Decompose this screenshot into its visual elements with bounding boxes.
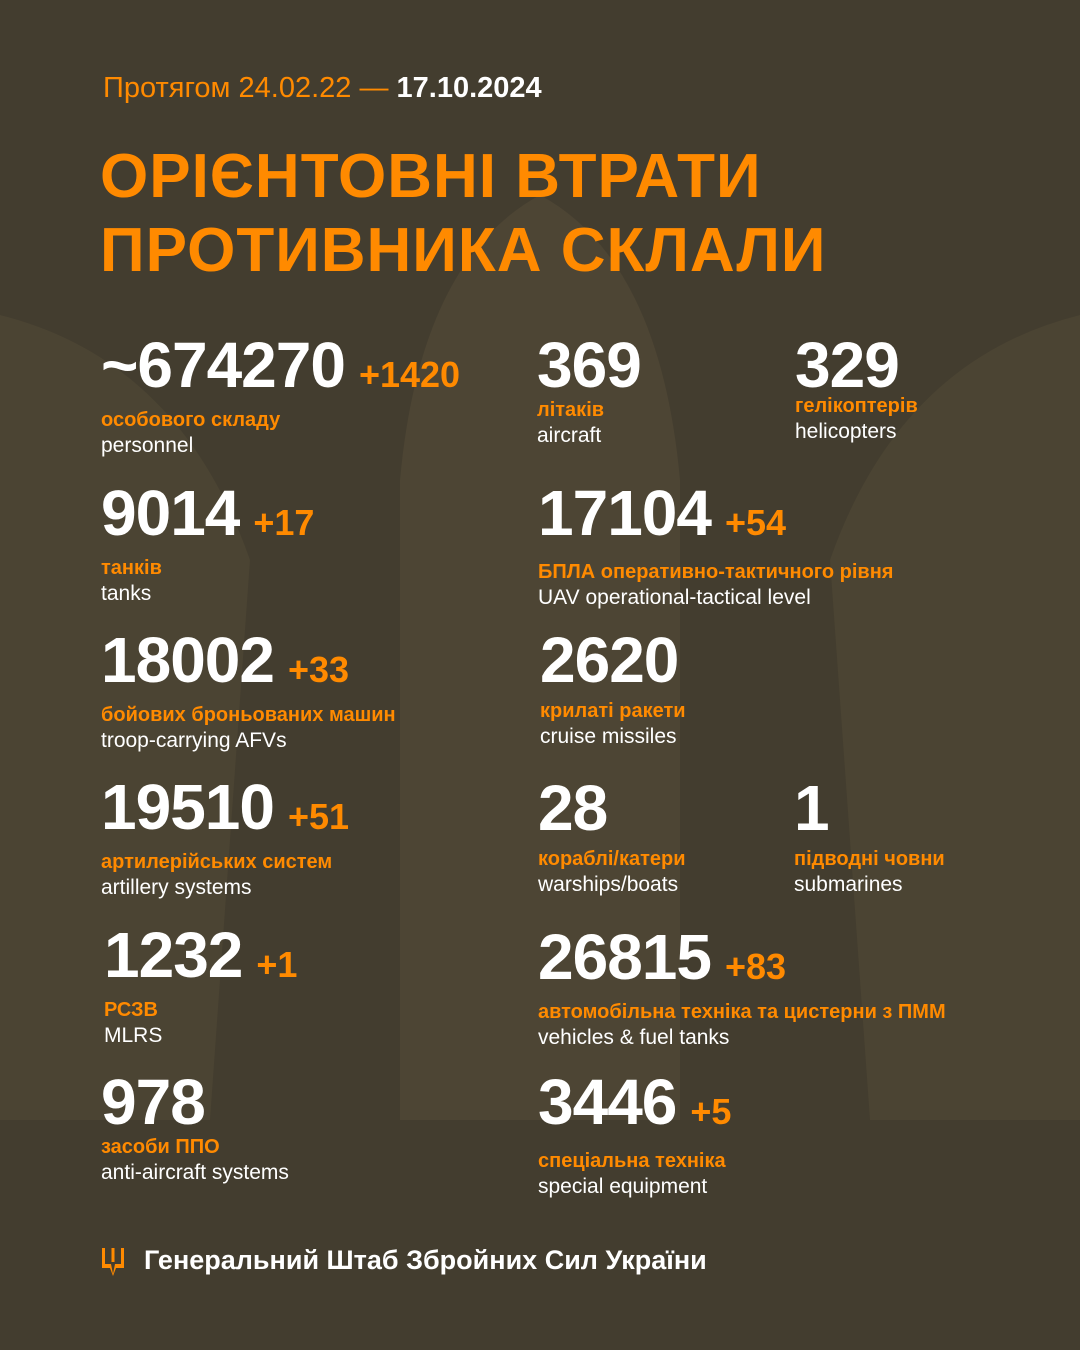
stat-artillery: 19510 +51 артилерійських систем artillery s… [101, 771, 350, 899]
stat-submarines: 1 підводні човни submarines [794, 772, 945, 896]
stat-mlrs: 1232 +1 РСЗВ MLRS [104, 919, 298, 1047]
stat-personnel: ~674270 +1420 особового складу personnel [101, 329, 461, 457]
stat-special-equipment: 3446 +5 спеціальна техніка special equipmen… [538, 1066, 732, 1198]
page-title: ОРІЄНТОВНІ ВТРАТИ ПРОТИВНИКА СКЛАЛИ [100, 142, 827, 285]
footer: Генеральний Штаб Збройних Сил України [100, 1245, 707, 1276]
period: Протягом 24.02.22 — 17.10.2024 [103, 72, 542, 104]
stat-tanks: 9014 +17 танків tanks [101, 477, 315, 605]
stat-afv: 18002 +33 бойових броньованих машин troop-c… [101, 624, 396, 752]
stat-air-defense: 978 засоби ППО anti-aircraft systems [101, 1066, 289, 1184]
stat-cruise-missiles: 2620 крилаті ракети cruise missiles [540, 624, 686, 748]
stat-warships: 28 кораблі/катери warships/boats [538, 772, 686, 896]
footer-text: Генеральний Штаб Збройних Сил України [144, 1245, 707, 1275]
stat-uav: 17104 +54 БПЛА оперативно-тактичного рівня… [538, 477, 894, 609]
stat-vehicles: 26815 +83 автомобільна техніка та цистерни… [538, 921, 946, 1049]
trident-icon [102, 1247, 124, 1276]
stat-aircraft: 369 літаків aircraft [537, 329, 642, 447]
stat-helicopters: 329 гелікоптерів helicopters [795, 329, 918, 443]
